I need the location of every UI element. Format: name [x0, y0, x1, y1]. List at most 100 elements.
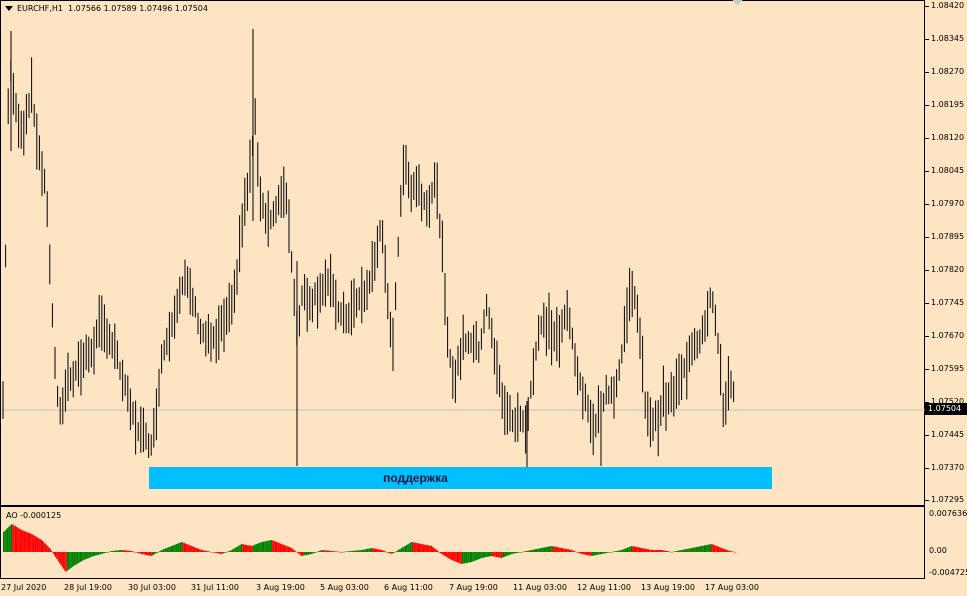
ao-bar: [393, 552, 395, 553]
ao-bar: [643, 548, 646, 552]
price-chart-pane[interactable]: EURCHF,H1 1.07566 1.07589 1.07496 1.0750…: [0, 0, 926, 506]
ao-bar: [90, 552, 92, 558]
ao-bar: [415, 542, 417, 552]
ao-bar: [571, 550, 573, 552]
chart-menu-arrow-icon[interactable]: [5, 6, 13, 11]
ao-bar: [439, 552, 442, 554]
ao-bar: [645, 548, 647, 552]
chart-header: EURCHF,H1 1.07566 1.07589 1.07496 1.0750…: [5, 4, 208, 13]
ao-bar: [507, 552, 509, 556]
ao-bar: [437, 550, 439, 552]
ao-bar: [640, 547, 642, 552]
ao-bar: [689, 548, 691, 552]
ao-bar: [511, 552, 513, 554]
ao-bar: [220, 552, 222, 554]
ao-bar: [441, 552, 443, 555]
price-scale[interactable]: 1.08420 1.08345 1.08270 1.08195 1.08120 1.080…: [925, 0, 967, 506]
ao-bar: [294, 550, 296, 552]
ao-bar: [517, 552, 520, 553]
ao-bar: [26, 532, 28, 552]
ao-bar: [647, 549, 650, 552]
ao-bar: [199, 549, 201, 552]
ao-bar: [569, 549, 572, 552]
ao-bar: [331, 551, 334, 552]
price-tick-mark: [925, 105, 929, 106]
indicator-pane[interactable]: AO -0.000125: [0, 506, 925, 579]
ao-bar: [134, 551, 136, 553]
ao-bar: [178, 543, 180, 552]
ao-bar: [287, 546, 289, 552]
ao-bar: [528, 550, 530, 552]
ao-bar: [140, 552, 143, 554]
ao-bar: [309, 552, 312, 555]
ao-bar: [149, 552, 152, 556]
ao-bar: [231, 549, 234, 552]
ao-bar: [363, 549, 365, 552]
ao-bar: [629, 546, 631, 552]
ao-bar: [265, 541, 267, 552]
ao-bar: [91, 552, 93, 557]
ao-bar: [359, 550, 361, 552]
ao-bar: [537, 548, 539, 552]
ao-bar: [58, 552, 61, 563]
ao-bar: [156, 552, 158, 553]
ao-bar: [686, 548, 689, 552]
ao-bar: [603, 552, 605, 554]
ao-bar: [196, 548, 198, 552]
ao-bar: [116, 550, 118, 552]
ao-bar: [95, 552, 97, 556]
ao-bar: [646, 549, 648, 552]
ao-bar: [474, 552, 477, 561]
ao-bar: [23, 531, 26, 552]
ao-bar: [251, 545, 253, 552]
ao-bar: [601, 552, 603, 554]
price-tick-mark: [925, 6, 929, 7]
current-price-label: 1.07504: [925, 403, 967, 415]
ao-bar: [435, 549, 438, 552]
ao-bar: [186, 544, 188, 552]
ao-bar: [641, 548, 643, 552]
ao-bar: [723, 548, 725, 552]
time-axis[interactable]: 27 Jul 2020 28 Jul 19:00 30 Jul 03:00 31 Ju…: [0, 579, 967, 596]
ao-bar: [355, 550, 357, 552]
ao-bar: [227, 551, 230, 552]
ao-bar: [422, 544, 425, 552]
ao-bar: [290, 547, 292, 552]
indicator-tick-label: 0.00: [929, 546, 947, 555]
ao-bar: [604, 552, 607, 554]
ao-bar: [300, 552, 302, 556]
indicator-scale[interactable]: 0.007636 0.00 -0.004725: [925, 506, 967, 579]
ao-bar: [636, 547, 638, 552]
ao-bar: [424, 544, 426, 552]
ao-bar: [104, 552, 106, 553]
ao-bar: [312, 552, 314, 554]
ao-bar: [352, 550, 354, 552]
ao-bar: [307, 552, 309, 555]
ao-bar: [152, 552, 154, 556]
ao-bar: [113, 550, 115, 552]
ao-bar: [320, 550, 322, 552]
ao-bar: [174, 544, 176, 552]
ao-bar: [109, 551, 111, 552]
ao-bar: [672, 551, 674, 553]
ao-bar: [582, 552, 585, 555]
ao-bar: [155, 552, 157, 554]
ao-bar: [224, 552, 226, 553]
ao-bar: [460, 552, 462, 564]
ao-bar: [203, 550, 205, 552]
ao-bar: [259, 542, 261, 552]
ao-bar: [25, 531, 27, 552]
ao-bar: [712, 544, 715, 552]
ao-bar: [552, 546, 555, 552]
ao-bar: [463, 552, 465, 564]
ao-bar: [296, 552, 299, 553]
ao-bar: [655, 550, 657, 552]
ao-bar: [530, 550, 533, 552]
ao-bar: [724, 549, 726, 552]
ao-bar: [416, 543, 418, 552]
ao-bar: [347, 551, 349, 552]
ao-bar: [240, 544, 243, 552]
ao-bar: [532, 549, 534, 552]
support-zone-rectangle[interactable]: поддержка: [149, 467, 772, 489]
price-tick-label: 1.07445: [931, 430, 965, 439]
